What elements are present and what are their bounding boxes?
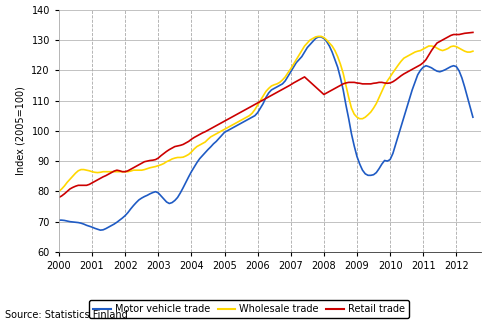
Wholesale trade (56, 189, 62, 193)
Wholesale trade (470, 49, 476, 53)
Wholesale trade (307, 38, 313, 42)
Motor vehicle trade (56, 218, 62, 222)
Motor vehicle trade (324, 39, 329, 43)
Legend: Motor vehicle trade, Wholesale trade, Retail trade: Motor vehicle trade, Wholesale trade, Re… (89, 300, 409, 318)
Wholesale trade (349, 106, 355, 110)
Retail trade (346, 80, 352, 84)
Motor vehicle trade (467, 105, 473, 109)
Wholesale trade (321, 36, 327, 39)
Motor vehicle trade (351, 144, 357, 148)
Retail trade (307, 80, 313, 84)
Retail trade (318, 90, 324, 94)
Motor vehicle trade (205, 148, 211, 151)
Wholesale trade (464, 50, 470, 54)
Line: Wholesale trade: Wholesale trade (59, 36, 473, 191)
Retail trade (202, 130, 208, 134)
Text: Source: Statistics Finland: Source: Statistics Finland (5, 310, 128, 320)
Retail trade (470, 30, 476, 34)
Retail trade (462, 31, 467, 35)
Motor vehicle trade (260, 102, 266, 106)
Line: Motor vehicle trade: Motor vehicle trade (59, 37, 473, 230)
Retail trade (257, 99, 263, 103)
Motor vehicle trade (310, 39, 316, 43)
Line: Retail trade: Retail trade (59, 32, 473, 197)
Wholesale trade (315, 35, 321, 38)
Wholesale trade (257, 99, 263, 102)
Y-axis label: Index (2005=100): Index (2005=100) (16, 86, 26, 175)
Motor vehicle trade (97, 228, 103, 232)
Retail trade (56, 195, 62, 199)
Motor vehicle trade (315, 35, 321, 39)
Motor vehicle trade (470, 115, 476, 119)
Wholesale trade (202, 140, 208, 144)
